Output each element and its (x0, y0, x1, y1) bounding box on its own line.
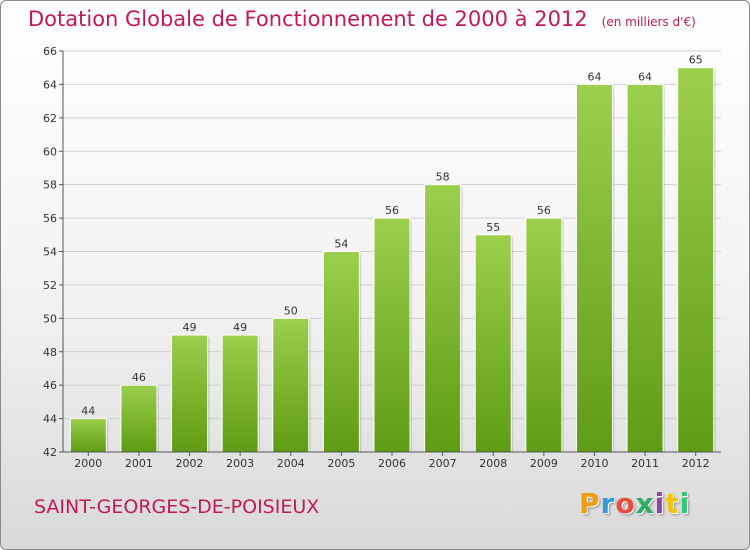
y-tick-label: 58 (43, 179, 57, 192)
x-tick-label: 2005 (327, 457, 355, 470)
proxiti-logo[interactable]: Proxiti (579, 487, 690, 520)
bar-2005 (322, 251, 360, 453)
bar-2003 (221, 334, 259, 453)
bars (69, 67, 716, 453)
bar-2010 (575, 83, 613, 453)
data-label: 46 (132, 371, 146, 384)
x-tick-label: 2010 (580, 457, 608, 470)
data-label: 54 (334, 238, 348, 251)
bar-2006 (373, 217, 411, 453)
x-tick-label: 2012 (682, 457, 710, 470)
axes: 42 44 46 48 50 52 54 56 58 60 62 64 66 2000 2001 2002 20… (43, 45, 721, 470)
data-label: 64 (587, 70, 601, 83)
x-tick-label: 2000 (74, 457, 102, 470)
logo-letter: x (635, 487, 655, 520)
data-label: 44 (81, 405, 95, 418)
logo-letter: P (579, 487, 601, 520)
data-label: 49 (183, 321, 197, 334)
data-labels: 44 46 49 49 50 54 56 58 55 56 64 64 65 (81, 54, 702, 418)
y-tick-label: 50 (43, 312, 57, 325)
x-tick-label: 2006 (378, 457, 406, 470)
y-tick-label: 62 (43, 112, 57, 125)
bar-2002 (171, 334, 209, 453)
y-tick-label: 44 (43, 413, 57, 426)
bar-2000 (69, 418, 107, 453)
commune-name: SAINT-GEORGES-DE-POISIEUX (34, 496, 320, 518)
bar-2012 (677, 67, 715, 453)
x-tick-label: 2002 (176, 457, 204, 470)
data-label: 56 (385, 204, 399, 217)
logo-letter: i (654, 487, 666, 520)
data-label: 58 (436, 171, 450, 184)
x-tick-label: 2003 (226, 457, 254, 470)
logo-letter: o (615, 487, 636, 520)
bar-2001 (120, 384, 158, 453)
data-label: 65 (689, 54, 703, 67)
unit-label: (en milliers d'€) (601, 15, 696, 29)
x-tick-label: 2008 (479, 457, 507, 470)
logo-letter: i (679, 487, 691, 520)
y-tick-label: 52 (43, 279, 57, 292)
logo-letter: r (600, 487, 616, 520)
y-tick-label: 60 (43, 145, 57, 158)
data-label: 50 (284, 304, 298, 317)
data-label: 55 (486, 221, 500, 234)
x-tick-label: 2009 (530, 457, 558, 470)
y-tick-label: 54 (43, 246, 57, 259)
bar-2011 (626, 83, 664, 453)
x-tick-label: 2001 (125, 457, 153, 470)
y-tick-label: 66 (43, 45, 57, 58)
data-label: 56 (537, 204, 551, 217)
y-tick-label: 42 (43, 446, 57, 459)
bar-2004 (272, 317, 310, 453)
y-tick-label: 46 (43, 379, 57, 392)
bar-2008 (474, 234, 512, 453)
data-label: 64 (638, 70, 652, 83)
y-tick-label: 48 (43, 346, 57, 359)
bar-2007 (424, 184, 462, 453)
logo-letter: t (665, 487, 680, 520)
x-tick-label: 2007 (429, 457, 457, 470)
chart-title: Dotation Globale de Fonctionnement de 20… (28, 7, 696, 31)
data-label: 49 (233, 321, 247, 334)
x-tick-label: 2011 (631, 457, 659, 470)
y-tick-label: 64 (43, 78, 57, 91)
bar-2009 (525, 217, 563, 453)
x-tick-label: 2004 (277, 457, 305, 470)
title-text: Dotation Globale de Fonctionnement de 20… (28, 7, 588, 31)
y-tick-label: 56 (43, 212, 57, 225)
